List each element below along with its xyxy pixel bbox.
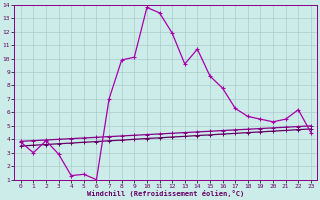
X-axis label: Windchill (Refroidissement éolien,°C): Windchill (Refroidissement éolien,°C) (87, 190, 244, 197)
